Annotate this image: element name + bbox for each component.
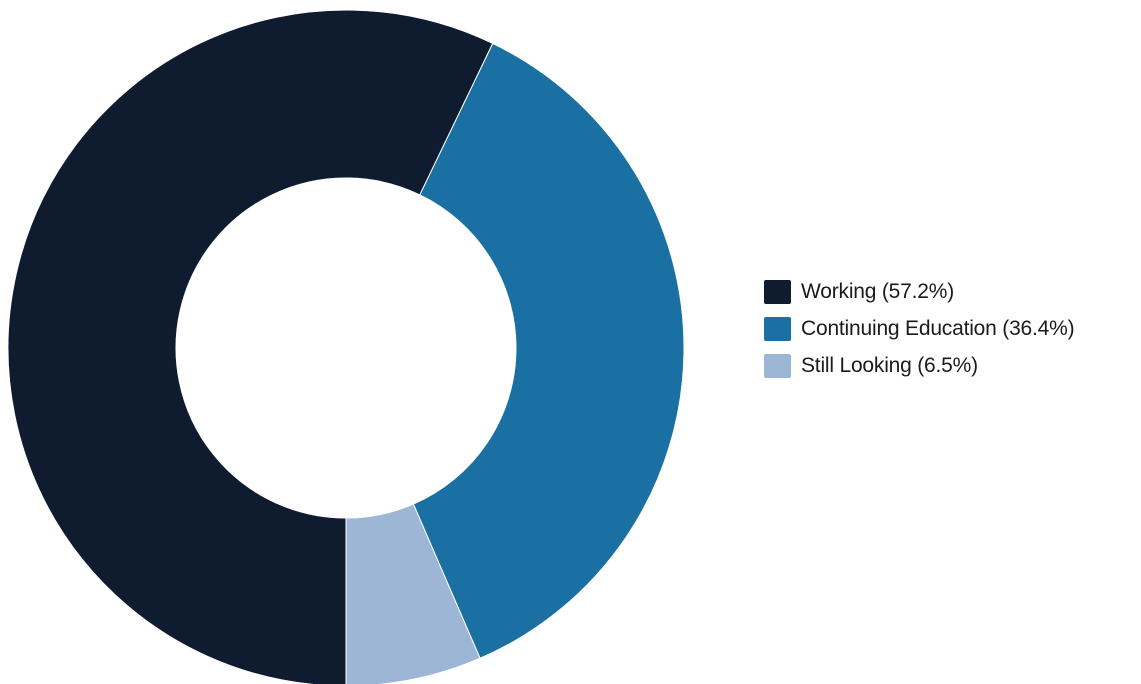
slice-working[interactable] <box>7 9 494 684</box>
legend-swatch-continuing-education <box>764 317 791 341</box>
donut-chart-svg <box>7 9 685 684</box>
slice-still-looking[interactable] <box>345 503 481 684</box>
legend-item-continuing-education[interactable]: Continuing Education (36.4%) <box>764 317 1075 341</box>
legend-swatch-still-looking <box>764 354 791 378</box>
legend-item-working[interactable]: Working (57.2%) <box>764 280 1074 304</box>
legend-label-still-looking: Still Looking (6.5%) <box>801 354 978 377</box>
legend-label-working: Working (57.2%) <box>801 280 955 303</box>
chart-legend: Working (57.2%) Continuing Education (36.… <box>764 280 1075 378</box>
slice-continuing-education[interactable] <box>412 42 685 659</box>
legend-label-continuing-education: Continuing Education (36.4%) <box>801 317 1075 340</box>
legend-swatch-working <box>764 280 791 304</box>
legend-item-still-looking[interactable]: Still Looking (6.5%) <box>764 354 1074 378</box>
